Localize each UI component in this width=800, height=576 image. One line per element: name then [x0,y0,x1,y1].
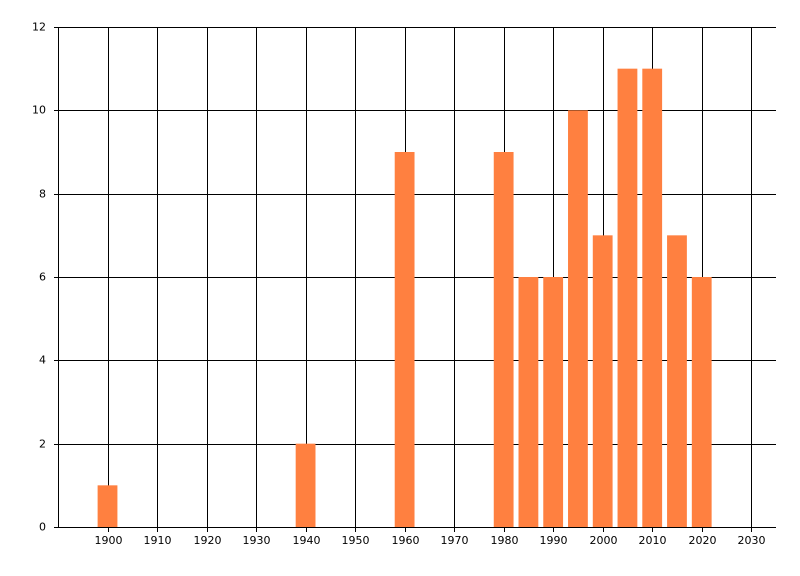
x-tick-label: 1930 [243,534,271,547]
bar [493,152,514,527]
x-tick-label: 1900 [95,534,123,547]
x-tick-label: 1960 [392,534,420,547]
bar [543,277,564,527]
bar [295,443,316,527]
bar [667,235,687,528]
x-tick-label: 2020 [689,534,717,547]
y-tick-label: 4 [39,354,46,367]
bar [691,277,712,527]
x-tick-label: 1950 [342,534,370,547]
x-tick-label: 1970 [441,534,469,547]
x-tick-label: 1980 [491,534,519,547]
bar [617,68,638,528]
x-tick-label: 1940 [293,534,321,547]
bar [592,235,613,528]
y-tick-label: 2 [39,438,46,451]
x-tick-label: 1910 [144,534,172,547]
bar [394,152,415,527]
x-tick-label: 2030 [738,534,766,547]
bar [642,68,663,528]
x-tick-label: 2010 [639,534,667,547]
y-tick-label: 12 [32,21,46,34]
bar [518,277,539,527]
y-tick-label: 6 [39,271,46,284]
x-tick-label: 1990 [540,534,568,547]
y-tick-label: 10 [32,104,46,117]
bar [568,110,588,527]
y-tick-label: 0 [39,521,46,534]
bar [97,485,118,527]
x-tick-label: 1920 [194,534,222,547]
x-tick-label: 2000 [590,534,618,547]
y-tick-label: 8 [39,188,46,201]
